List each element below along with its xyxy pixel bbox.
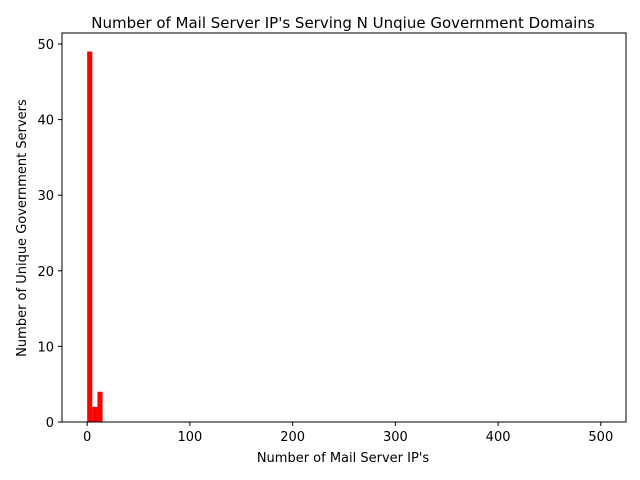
x-axis-label: Number of Mail Server IP's (257, 451, 430, 466)
y-tick-label: 50 (37, 38, 54, 53)
y-tick-label: 0 (46, 416, 54, 431)
x-tick-label: 100 (177, 430, 202, 445)
y-tick-label: 20 (37, 265, 54, 280)
x-tick-label: 300 (383, 430, 408, 445)
y-axis-label: Number of Unique Government Servers (15, 99, 30, 357)
chart-title: Number of Mail Server IP's Serving N Unq… (91, 14, 595, 32)
x-tick-label: 200 (280, 430, 305, 445)
x-tick-label: 500 (588, 430, 613, 445)
y-tick-label: 10 (37, 340, 54, 355)
histogram-bar-0 (87, 51, 93, 423)
histogram-bar-2 (97, 391, 103, 422)
histogram-bar-1 (92, 406, 98, 422)
x-tick-label: 0 (83, 430, 91, 445)
y-tick-label: 30 (37, 189, 54, 204)
x-axis-ticks: 0 100 200 300 400 500 (83, 422, 613, 445)
plot-frame (61, 32, 627, 423)
y-tick-label: 40 (37, 114, 54, 129)
bars-group (87, 51, 103, 423)
y-axis-ticks: 0 10 20 30 40 50 (37, 38, 62, 431)
x-tick-label: 400 (486, 430, 511, 445)
